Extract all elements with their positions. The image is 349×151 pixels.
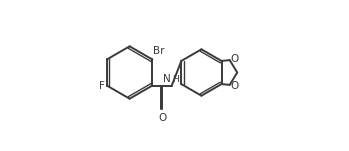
- Text: F: F: [99, 81, 105, 91]
- Text: O: O: [230, 81, 238, 91]
- Text: Br: Br: [153, 46, 164, 56]
- Text: O: O: [158, 112, 166, 122]
- Text: O: O: [230, 54, 238, 64]
- Text: N: N: [163, 74, 171, 84]
- Text: H: H: [172, 75, 179, 84]
